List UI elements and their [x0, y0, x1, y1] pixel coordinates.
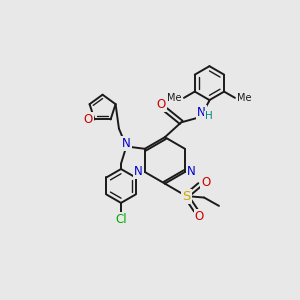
Text: Me: Me	[167, 93, 182, 103]
Text: O: O	[195, 210, 204, 223]
Text: N: N	[187, 166, 196, 178]
Text: H: H	[205, 111, 213, 122]
Text: S: S	[182, 190, 190, 202]
Text: O: O	[157, 98, 166, 111]
Text: O: O	[201, 176, 210, 190]
Text: N: N	[122, 137, 131, 150]
Text: N: N	[134, 166, 142, 178]
Text: Cl: Cl	[115, 213, 127, 226]
Text: N: N	[197, 106, 206, 119]
Text: Me: Me	[237, 93, 252, 103]
Text: O: O	[83, 113, 93, 126]
